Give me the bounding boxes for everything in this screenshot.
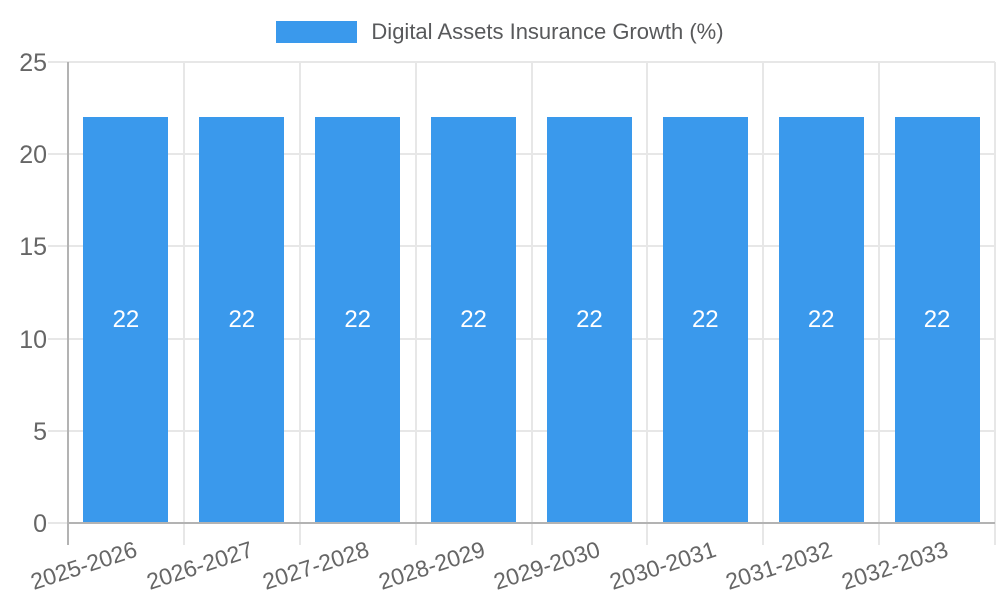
x-gridline <box>182 62 185 545</box>
x-axis-line <box>67 522 995 524</box>
x-tick-label: 2027-2028 <box>259 536 372 595</box>
y-gridline <box>48 522 68 524</box>
y-tick-label: 10 <box>19 325 47 354</box>
y-tick-label: 15 <box>19 233 47 262</box>
x-gridline <box>762 62 765 545</box>
bar-value-label: 22 <box>460 306 487 334</box>
y-tick-label: 5 <box>33 417 47 446</box>
x-gridline <box>298 62 301 545</box>
bar[interactable]: 22 <box>662 117 748 523</box>
x-tick-label: 2028-2029 <box>374 536 488 595</box>
x-tick-label: 2031-2032 <box>722 536 836 595</box>
y-gridline <box>48 153 995 156</box>
bar[interactable]: 22 <box>83 117 169 523</box>
bar[interactable]: 22 <box>199 117 285 523</box>
bar-value-label: 22 <box>112 306 140 334</box>
bar-value-label: 22 <box>344 306 372 334</box>
bar-value-label: 22 <box>576 306 603 334</box>
bar-value-label: 22 <box>807 306 835 334</box>
x-gridline <box>530 62 533 545</box>
bar[interactable]: 22 <box>778 117 864 523</box>
bar[interactable]: 22 <box>315 117 401 523</box>
bar[interactable]: 22 <box>431 117 517 523</box>
bar-value-label: 22 <box>691 306 719 334</box>
y-tick-label: 20 <box>19 141 47 170</box>
y-gridline <box>48 61 995 63</box>
bar-value-label: 22 <box>228 306 256 334</box>
x-gridline <box>646 62 649 545</box>
x-gridline <box>414 62 417 545</box>
chart-legend: Digital Assets Insurance Growth (%) <box>0 18 1000 46</box>
bar[interactable]: 22 <box>546 117 632 523</box>
y-tick-label: 0 <box>33 510 47 538</box>
y-gridline <box>48 245 995 248</box>
legend-label[interactable]: Digital Assets Insurance Growth (%) <box>371 19 724 44</box>
y-gridline <box>48 337 995 340</box>
x-tick-label: 2032-2033 <box>838 536 952 595</box>
y-tick-label: 25 <box>19 49 47 77</box>
x-tick-label: 2026-2027 <box>143 536 256 595</box>
y-axis-line <box>67 62 69 545</box>
x-gridline <box>994 62 996 545</box>
x-tick-label: 2029-2030 <box>490 536 604 595</box>
bar-value-label: 22 <box>923 306 951 334</box>
x-tick-label: 2030-2031 <box>606 536 720 595</box>
y-gridline <box>48 429 995 432</box>
legend-swatch[interactable] <box>276 21 358 43</box>
x-tick-label: 2025-2026 <box>27 536 140 595</box>
bar[interactable]: 22 <box>894 117 980 523</box>
x-gridline <box>878 62 881 545</box>
